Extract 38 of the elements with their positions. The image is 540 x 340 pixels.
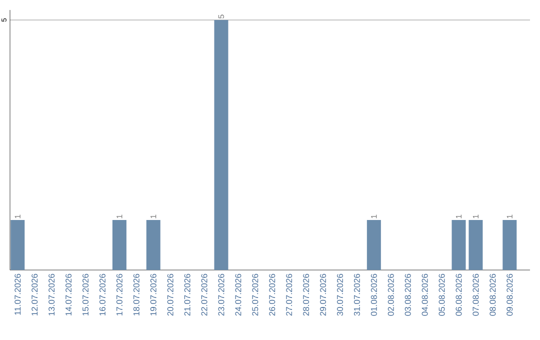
x-tick-label: 04.08.2026	[422, 274, 428, 316]
x-tick-label: 24.07.2026	[235, 274, 242, 316]
x-tick-label: 17.07.2026	[116, 274, 122, 316]
x-tick-label: 28.07.2026	[303, 274, 310, 316]
data-label: 5	[218, 14, 224, 18]
x-tick-label: 18.07.2026	[133, 274, 140, 316]
x-tick-label: 15.07.2026	[82, 274, 89, 316]
x-tick-label: 23.07.2026	[218, 274, 224, 316]
x-tick-label: 03.08.2026	[404, 274, 411, 316]
x-tick-label: 27.07.2026	[286, 274, 292, 316]
x-tick-label: 08.08.2026	[490, 274, 496, 316]
x-tick-label: 02.08.2026	[388, 274, 394, 316]
data-label: 1	[456, 214, 462, 218]
data-label: 1	[14, 214, 20, 218]
data-label: 1	[506, 214, 512, 218]
x-tick-label: 11.07.2026	[14, 274, 21, 315]
x-tick-label: 22.07.2026	[201, 274, 208, 316]
data-label: 1	[116, 214, 122, 218]
x-tick-label: 01.08.2026	[370, 274, 377, 316]
x-tick-label: 07.08.2026	[472, 274, 479, 316]
x-tick-label: 16.07.2026	[99, 274, 106, 316]
x-tick-label: 19.07.2026	[150, 274, 156, 316]
x-tick-label: 09.08.2026	[506, 274, 513, 316]
data-label: 1	[472, 214, 478, 218]
x-tick-label: 21.07.2026	[184, 274, 190, 316]
x-tick-label: 31.07.2026	[354, 274, 360, 316]
x-tick-label: 25.07.2026	[252, 274, 258, 316]
data-label: 1	[371, 214, 377, 218]
x-tick-label: 05.08.2026	[438, 274, 445, 316]
x-tick-label: 13.07.2026	[48, 274, 55, 316]
x-tick-label: 20.07.2026	[167, 274, 174, 316]
x-tick-label: 26.07.2026	[269, 274, 276, 316]
x-tick-label: 06.08.2026	[456, 274, 462, 316]
x-tick-label: 30.07.2026	[336, 274, 343, 316]
x-tick-label: 12.07.2026	[32, 274, 38, 316]
x-tick-label: 14.07.2026	[66, 274, 72, 316]
data-label: 1	[150, 214, 156, 218]
x-tick-label: 29.07.2026	[320, 274, 326, 316]
